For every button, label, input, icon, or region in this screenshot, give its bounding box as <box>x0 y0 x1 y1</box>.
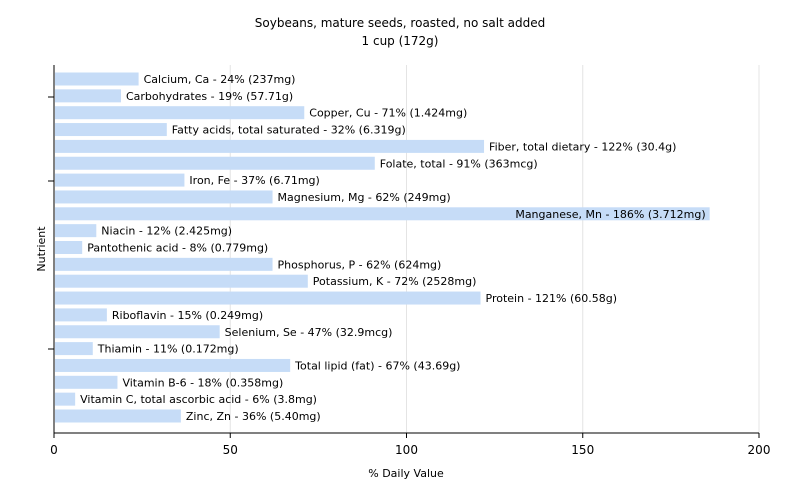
x-axis-label: % Daily Value <box>368 467 444 480</box>
y-axis-label: Nutrient <box>35 226 48 272</box>
bar-label: Total lipid (fat) - 67% (43.69g) <box>294 359 460 372</box>
bar-label: Vitamin B-6 - 18% (0.358mg) <box>122 376 283 389</box>
bar <box>55 325 220 339</box>
x-tick-label: 0 <box>50 443 58 457</box>
bar <box>55 190 273 204</box>
bar-label: Fiber, total dietary - 122% (30.4g) <box>489 140 676 153</box>
axes-group: 0 50 100 150 200 <box>48 65 770 457</box>
bar-label: Potassium, K - 72% (2528mg) <box>313 275 477 288</box>
bar-label: Carbohydrates - 19% (57.71g) <box>126 90 293 103</box>
x-tick-label: 200 <box>748 443 771 457</box>
bar <box>55 72 139 86</box>
bar-label: Thiamin - 11% (0.172mg) <box>97 343 239 356</box>
bar-label: Vitamin C, total ascorbic acid - 6% (3.8… <box>80 393 317 406</box>
bar <box>55 409 181 423</box>
x-tick-label: 50 <box>223 443 238 457</box>
bar-label: Manganese, Mn - 186% (3.712mg) <box>515 208 705 221</box>
x-tick-label: 150 <box>571 443 594 457</box>
bar-label: Niacin - 12% (2.425mg) <box>101 225 232 238</box>
bar-label: Protein - 121% (60.58g) <box>486 292 618 305</box>
bar <box>55 342 93 356</box>
bar-label: Phosphorus, P - 62% (624mg) <box>278 258 442 271</box>
bar-label: Zinc, Zn - 36% (5.40mg) <box>186 410 321 423</box>
bar-label: Selenium, Se - 47% (32.9mcg) <box>225 326 393 339</box>
bar <box>55 308 107 322</box>
bar-label: Riboflavin - 15% (0.249mg) <box>112 309 263 322</box>
bar <box>55 274 308 288</box>
bars-group: Calcium, Ca - 24% (237mg) Carbohydrates -… <box>55 72 710 423</box>
bar-label: Magnesium, Mg - 62% (249mg) <box>278 191 451 204</box>
bar-label: Fatty acids, total saturated - 32% (6.31… <box>172 124 406 137</box>
x-tick-label: 100 <box>395 443 418 457</box>
bar-label: Copper, Cu - 71% (1.424mg) <box>309 107 467 120</box>
bar <box>55 156 375 170</box>
bar-label: Calcium, Ca - 24% (237mg) <box>144 73 296 86</box>
bar <box>55 89 121 103</box>
bar <box>55 392 76 406</box>
chart-title: Soybeans, mature seeds, roasted, no salt… <box>255 16 545 30</box>
bar <box>55 257 273 271</box>
bar-label: Iron, Fe - 37% (6.71mg) <box>189 174 319 187</box>
bar <box>55 123 167 137</box>
bar <box>55 291 481 305</box>
bar <box>55 173 185 187</box>
bar <box>55 241 83 254</box>
bar <box>55 207 710 221</box>
chart-subtitle: 1 cup (172g) <box>362 34 439 48</box>
bar <box>55 375 118 389</box>
bar <box>55 139 485 153</box>
bar <box>55 106 305 120</box>
bar <box>55 358 291 372</box>
bar <box>55 224 97 238</box>
bar-label: Pantothenic acid - 8% (0.779mg) <box>87 242 268 255</box>
grid-lines <box>229 65 760 433</box>
bar-label: Folate, total - 91% (363mcg) <box>380 157 538 170</box>
